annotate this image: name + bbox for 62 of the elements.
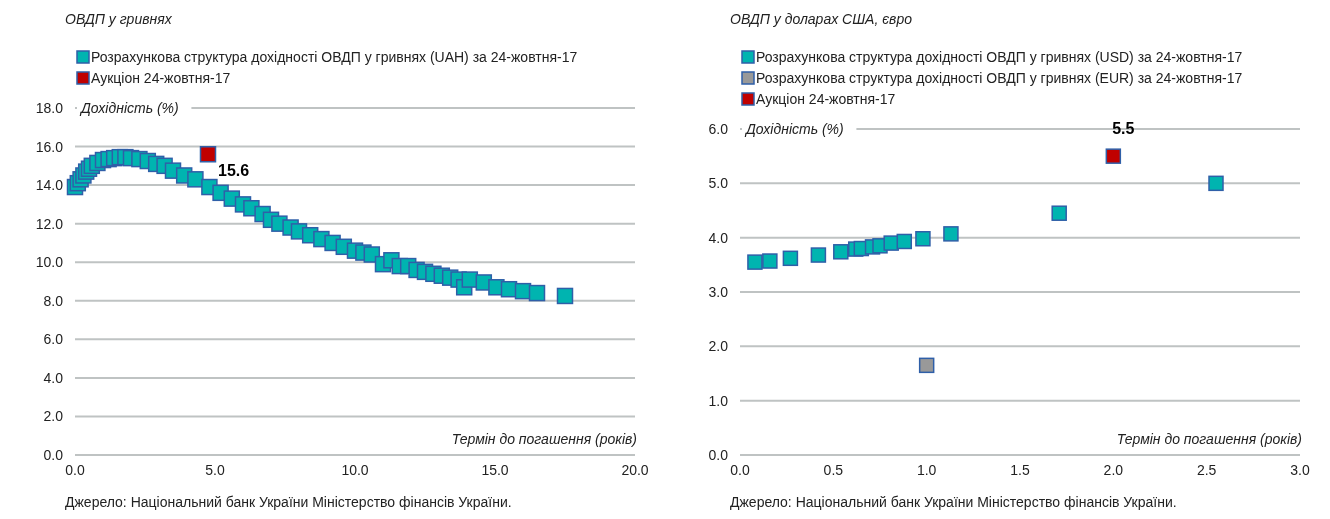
- x-tick-label: 10.0: [341, 462, 369, 478]
- point: [943, 226, 959, 242]
- y-tick-label: 16.0: [35, 138, 64, 155]
- point: [528, 284, 546, 302]
- x-tick-label: 1.0: [916, 462, 937, 478]
- point: [782, 250, 799, 267]
- chart-title: ОВДП у гривнях: [65, 11, 173, 27]
- text: Джерело: Національний банк України Міністерство фінансів України.: [65, 494, 512, 510]
- annotation: 5.5: [1112, 120, 1135, 138]
- point: [762, 253, 778, 269]
- legend-label: Розрахункова структура дохідності ОВДП у гривнях (EUR) за 24-жовтня-17: [756, 70, 1243, 86]
- x-axis-title: Термін до погашення (років): [451, 431, 637, 447]
- legend-label: Розрахункова структура дохідності ОВДП у гривнях (UAH) за 24-жовтня-17: [91, 49, 578, 65]
- point: [747, 254, 763, 270]
- point: [896, 233, 913, 250]
- y-tick-label: 4.0: [708, 229, 729, 246]
- y-tick-label: 14.0: [35, 177, 64, 194]
- point: [1051, 205, 1067, 221]
- y-axis-title: Дохідність (%): [79, 100, 179, 116]
- x-axis-title: Термін до погашення (років): [1116, 431, 1302, 447]
- point: [883, 235, 899, 251]
- x-tick-label: 20.0: [621, 462, 649, 478]
- legend-label: Аукціон 24-жовтня-17: [756, 91, 896, 107]
- y-tick-label: 12.0: [35, 215, 64, 232]
- y-tick-label: 0.0: [708, 447, 729, 463]
- y-tick-label: 10.0: [35, 254, 64, 271]
- annotation: 15.6: [218, 162, 250, 180]
- y-tick-label: 8.0: [43, 292, 64, 309]
- chart-title: ОВДП у доларах США, євро: [730, 11, 913, 27]
- y-tick-label: 3.0: [708, 284, 729, 300]
- point: [918, 357, 935, 374]
- x-tick-label: 3.0: [1290, 462, 1310, 478]
- point: [1208, 175, 1224, 192]
- x-tick-label: 2.0: [1103, 462, 1124, 478]
- y-tick-label: 2.0: [708, 338, 729, 355]
- y-axis-title: Дохідність (%): [744, 121, 844, 137]
- legend-label: Розрахункова структура дохідності ОВДП у гривнях (USD) за 24-жовтня-17: [756, 49, 1243, 65]
- point: [810, 247, 827, 263]
- y-tick-label: 6.0: [708, 121, 729, 137]
- text: Джерело: Національний банк України Міністерство фінансів України.: [730, 494, 1177, 510]
- legend-label: Аукціон 24-жовтня-17: [91, 70, 231, 86]
- point: [1105, 148, 1122, 164]
- x-tick-label: 0.0: [730, 462, 750, 478]
- point: [556, 287, 574, 305]
- y-tick-label: 1.0: [708, 392, 729, 409]
- x-tick-label: 0.5: [823, 462, 844, 478]
- x-tick-label: 0.0: [65, 462, 85, 478]
- point: [915, 231, 931, 247]
- y-tick-label: 0.0: [43, 447, 64, 463]
- y-tick-label: 6.0: [43, 331, 64, 348]
- point: [199, 146, 217, 163]
- y-tick-label: 5.0: [708, 175, 729, 192]
- x-tick-label: 5.0: [205, 462, 225, 478]
- point: [461, 271, 479, 288]
- x-tick-label: 15.0: [481, 462, 509, 478]
- y-tick-label: 2.0: [43, 408, 64, 425]
- point: [187, 171, 204, 188]
- x-tick-label: 1.5: [1010, 462, 1030, 478]
- x-tick-label: 2.5: [1196, 462, 1217, 478]
- point: [833, 244, 849, 260]
- y-tick-label: 18.0: [35, 100, 64, 116]
- y-tick-label: 4.0: [43, 369, 64, 386]
